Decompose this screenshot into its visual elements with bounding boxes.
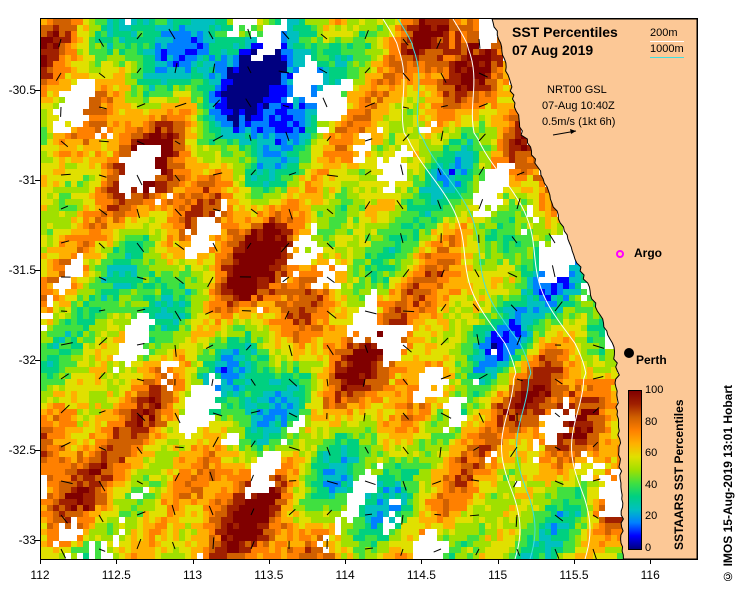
y-tick-mark: [35, 450, 40, 451]
colorbar-tick-label: 100: [645, 384, 664, 396]
x-tick-label: 112.5: [101, 568, 131, 582]
colorbar-tick-label: 0: [645, 542, 652, 554]
x-tick-label: 114: [335, 568, 355, 582]
current-time: 07-Aug 10:40Z: [542, 100, 615, 112]
colorbar-tick-label: 80: [645, 415, 658, 428]
y-tick-mark: [35, 180, 40, 181]
argo-marker: [616, 250, 624, 258]
colorbar-tick-label: 20: [645, 510, 658, 523]
y-tick-mark: [35, 360, 40, 361]
x-tick-mark: [116, 559, 118, 564]
y-tick-label: -32.5: [8, 443, 36, 457]
x-tick-mark: [573, 559, 575, 564]
y-tick-label: -30.5: [8, 83, 36, 97]
y-tick-label: -32: [18, 353, 36, 367]
x-tick-mark: [497, 559, 499, 564]
y-tick-label: -31: [18, 173, 36, 187]
perth-marker: [624, 348, 634, 358]
contour-200m-outer: [382, 19, 521, 559]
map-title: SST Percentiles: [512, 24, 618, 40]
x-tick-label: 113.5: [254, 568, 284, 582]
sst-field: [41, 19, 623, 559]
contour-200m: [452, 19, 591, 559]
perth-label: Perth: [636, 353, 667, 367]
sst-map-canvas: [41, 19, 697, 559]
colorbar-title: SSTAARS SST Percentiles: [672, 399, 686, 551]
current-source: NRT00 GSL: [547, 84, 607, 96]
colorbar-tick-label: 40: [645, 478, 658, 491]
argo-label: Argo: [634, 246, 662, 260]
current-scale-arrow: [552, 129, 577, 136]
depth-legend-200m-line: [650, 41, 684, 42]
y-tick-label: -33: [18, 533, 36, 547]
colorbar: [628, 390, 642, 550]
x-tick-mark: [650, 559, 652, 564]
x-tick-mark: [40, 559, 41, 564]
x-tick-label: 115.5: [559, 568, 589, 582]
y-tick-label: -31.5: [8, 263, 36, 277]
x-tick-mark: [268, 559, 270, 564]
current-vectors: [55, 28, 605, 559]
x-tick-label: 113: [182, 568, 203, 582]
x-tick-label: 112: [30, 568, 50, 582]
x-tick-label: 115: [488, 568, 508, 582]
contour-1000m: [397, 19, 536, 559]
credit: © IMOS 15-Aug-2019 13:01 Hobart: [721, 385, 735, 584]
depth-legend-1000m-line: [650, 57, 684, 58]
colorbar-tick-label: 60: [645, 447, 658, 460]
x-tick-mark: [192, 559, 194, 564]
x-tick-mark: [421, 559, 423, 564]
current-scale-label: 0.5m/s (1kt 6h): [542, 116, 616, 128]
depth-legend-1000m: 1000m: [650, 43, 684, 55]
x-tick-label: 114.5: [406, 568, 436, 582]
y-tick-mark: [35, 270, 40, 271]
x-tick-label: 116: [640, 568, 660, 582]
y-tick-mark: [35, 90, 40, 91]
depth-legend-200m: 200m: [650, 27, 678, 39]
y-tick-mark: [35, 540, 40, 541]
sst-map[interactable]: [40, 18, 698, 560]
land: [491, 19, 697, 559]
map-date: 07 Aug 2019: [512, 42, 594, 58]
x-tick-mark: [345, 559, 347, 564]
